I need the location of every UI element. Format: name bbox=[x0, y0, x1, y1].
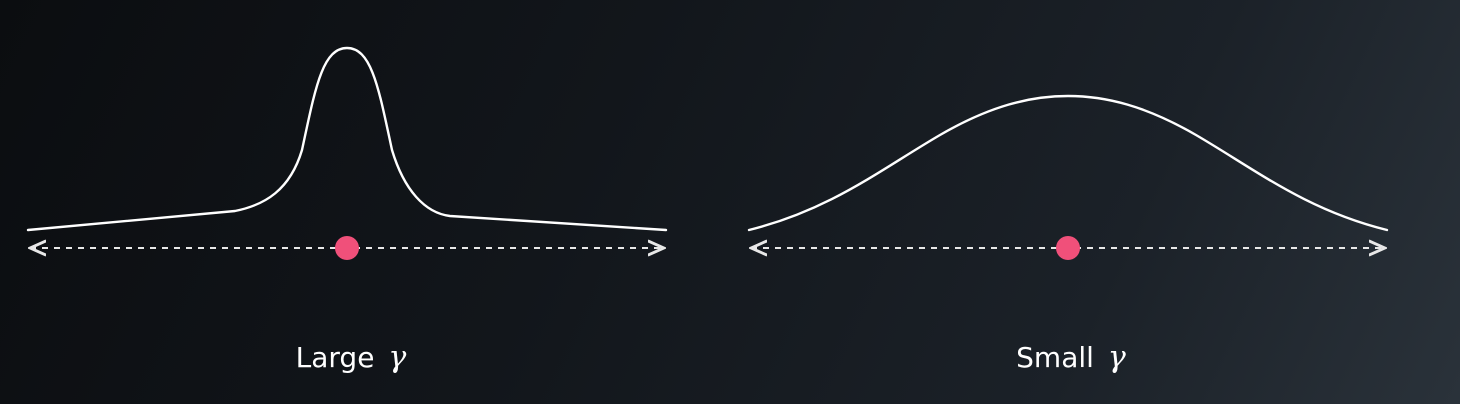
caption-large-gamma: Large γ bbox=[296, 336, 407, 380]
wide-bell-curve bbox=[747, 94, 1389, 232]
gamma-symbol-left: γ bbox=[388, 340, 407, 375]
gamma-symbol-right: γ bbox=[1107, 340, 1126, 375]
caption-small-gamma: Small γ bbox=[1016, 336, 1126, 380]
narrow-peak-curve bbox=[26, 46, 668, 232]
panel-large-gamma bbox=[26, 46, 668, 260]
right-landmark-point bbox=[1056, 236, 1080, 260]
caption-large-word: Large bbox=[295, 341, 375, 374]
panel-small-gamma bbox=[747, 94, 1389, 260]
left-landmark-point bbox=[335, 236, 359, 260]
caption-small-word: Small bbox=[1016, 341, 1094, 374]
